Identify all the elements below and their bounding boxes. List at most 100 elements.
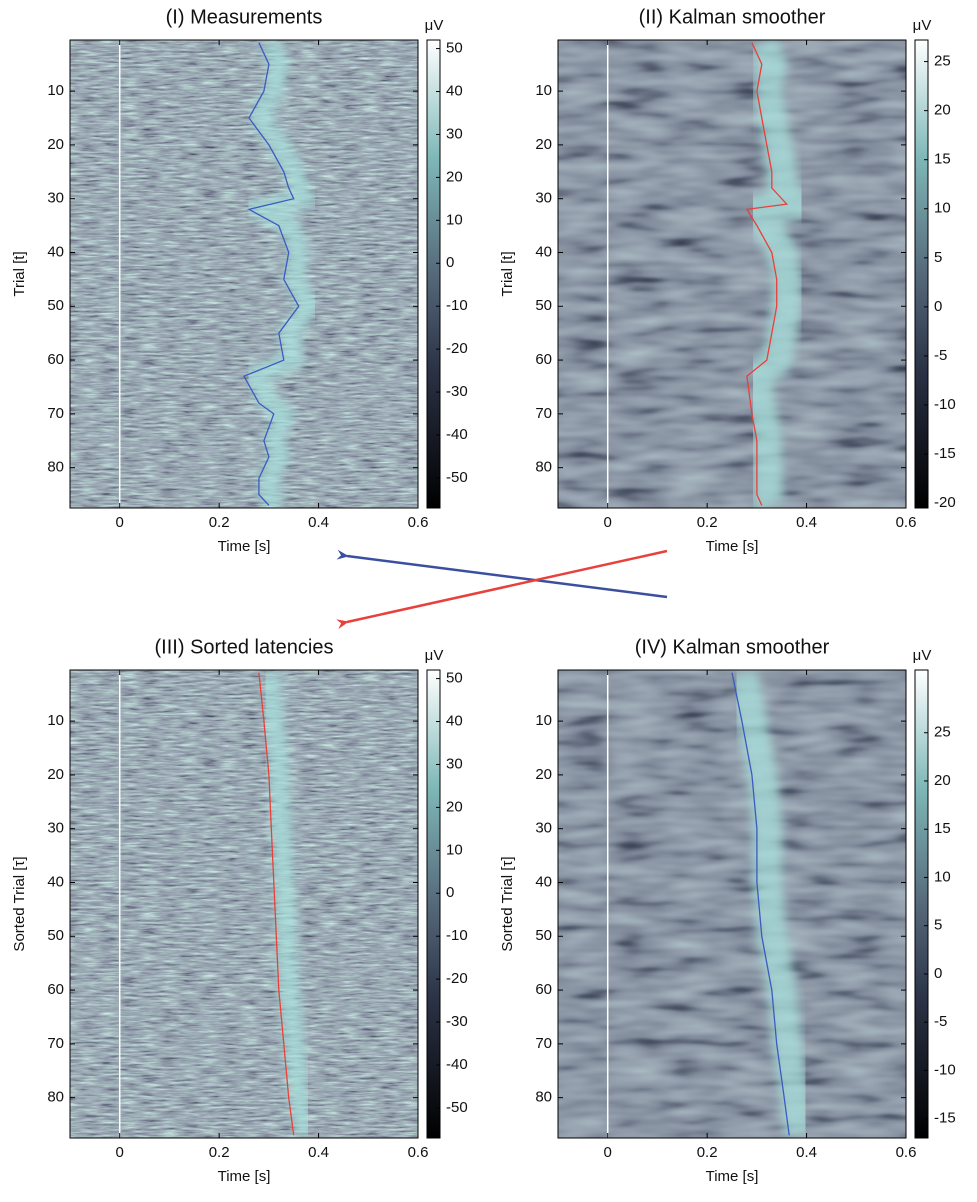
y-tick-label: 30 bbox=[535, 190, 552, 207]
colorbar-tick-label: -10 bbox=[934, 1061, 956, 1078]
chart-title: (II) Kalman smoother bbox=[639, 6, 826, 28]
y-axis-label: Sorted Trial [τ] bbox=[499, 856, 516, 951]
colorbar-tick-label: -20 bbox=[934, 494, 956, 511]
chart-title: (IV) Kalman smoother bbox=[635, 636, 830, 658]
colorbar-tick-label: 10 bbox=[446, 841, 463, 858]
x-tick-label: 0.6 bbox=[896, 1144, 917, 1161]
heatmap-texture bbox=[70, 670, 418, 1138]
y-tick-label: 20 bbox=[47, 766, 64, 783]
colorbar-tick-label: 10 bbox=[934, 200, 951, 217]
colorbar-tick-label: 40 bbox=[446, 712, 463, 729]
y-tick-label: 80 bbox=[535, 1089, 552, 1106]
y-tick-label: 60 bbox=[47, 981, 64, 998]
y-tick-label: 20 bbox=[535, 766, 552, 783]
x-tick-label: 0.4 bbox=[308, 514, 329, 531]
colorbar-tick-label: 50 bbox=[446, 670, 463, 687]
panel: 0 0.2 0.4 0.6 10 20 30 40 50 60 70 80 (I) Measuremen… bbox=[11, 6, 468, 555]
y-axis-label: Sorted Trial [τ] bbox=[11, 856, 28, 951]
colorbar-tick-label: 30 bbox=[446, 755, 463, 772]
x-tick-label: 0 bbox=[604, 514, 612, 531]
x-tick-label: 0 bbox=[116, 514, 124, 531]
plot-frame bbox=[557, 39, 907, 509]
colorbar-tick-label: -30 bbox=[446, 383, 468, 400]
colorbar-tick-label: 20 bbox=[446, 168, 463, 185]
x-tick-label: 0.4 bbox=[796, 514, 817, 531]
y-tick-label: 10 bbox=[535, 82, 552, 99]
x-axis-label: Time [s] bbox=[218, 538, 271, 555]
plot-area bbox=[558, 40, 906, 508]
x-tick-label: 0 bbox=[604, 1144, 612, 1161]
colorbar-tick-label: 20 bbox=[446, 798, 463, 815]
y-tick-label: 70 bbox=[47, 1035, 64, 1052]
colorbar-tick-label: 0 bbox=[934, 965, 942, 982]
y-tick-label: 70 bbox=[535, 405, 552, 422]
colorbar-tick-label: -5 bbox=[934, 347, 947, 364]
y-tick-label: 80 bbox=[535, 459, 552, 476]
heatmap-texture bbox=[70, 40, 418, 508]
y-tick-label: 40 bbox=[535, 873, 552, 890]
colorbar-tick-label: 20 bbox=[934, 102, 951, 119]
chart-title: (III) Sorted latencies bbox=[155, 636, 334, 658]
colorbar-tick-label: -30 bbox=[446, 1013, 468, 1030]
arrows bbox=[336, 549, 668, 630]
colorbar-tick-label: -20 bbox=[446, 340, 468, 357]
heatmap-texture bbox=[558, 670, 906, 1138]
plot-area bbox=[70, 670, 418, 1138]
colorbar-tick-label: -50 bbox=[446, 1099, 468, 1116]
latency-line bbox=[258, 672, 295, 1136]
y-tick-label: 30 bbox=[47, 820, 64, 837]
y-tick-label: 40 bbox=[47, 243, 64, 260]
response-band bbox=[727, 670, 815, 1138]
latency-line bbox=[745, 42, 789, 506]
colorbar-tick-label: -15 bbox=[934, 445, 956, 462]
response-band bbox=[732, 40, 828, 508]
colorbar-tick-label: 5 bbox=[934, 917, 942, 934]
plot-area bbox=[558, 670, 906, 1138]
plot-frame bbox=[69, 39, 419, 509]
y-axis-label: Trial [t] bbox=[11, 251, 28, 296]
response-band bbox=[259, 671, 315, 1137]
y-tick-label: 70 bbox=[535, 1035, 552, 1052]
colorbar-tick-label: 50 bbox=[446, 40, 463, 57]
y-tick-label: 30 bbox=[535, 820, 552, 837]
y-tick-label: 20 bbox=[535, 136, 552, 153]
colorbar-tick-label: 30 bbox=[446, 125, 463, 142]
latency-line bbox=[243, 42, 300, 506]
colorbar-label: μV bbox=[425, 647, 444, 664]
colorbar-label: μV bbox=[913, 17, 932, 34]
y-tick-label: 50 bbox=[47, 927, 64, 944]
colorbar-tick-label: -50 bbox=[446, 469, 468, 486]
colorbar-tick-label: -15 bbox=[934, 1110, 956, 1127]
x-tick-label: 0.2 bbox=[209, 1144, 230, 1161]
x-tick-label: 0.2 bbox=[209, 514, 230, 531]
x-tick-label: 0.6 bbox=[408, 1144, 429, 1161]
response-band bbox=[231, 40, 321, 508]
heatmap-texture bbox=[558, 40, 906, 508]
y-tick-label: 20 bbox=[47, 136, 64, 153]
colorbar-label: μV bbox=[425, 17, 444, 34]
plot-frame bbox=[69, 669, 419, 1139]
y-tick-label: 10 bbox=[47, 82, 64, 99]
colorbar-tick-label: 25 bbox=[934, 724, 951, 741]
colorbar-tick-label: -40 bbox=[446, 1056, 468, 1073]
y-tick-label: 50 bbox=[47, 297, 64, 314]
colorbar-tick-label: 15 bbox=[934, 820, 951, 837]
colorbar-tick-label: -40 bbox=[446, 426, 468, 443]
y-tick-label: 60 bbox=[535, 981, 552, 998]
y-tick-label: 50 bbox=[535, 927, 552, 944]
colorbar-tick-label: 15 bbox=[934, 151, 951, 168]
x-tick-label: 0.6 bbox=[896, 514, 917, 531]
colorbar-tick-label: 5 bbox=[934, 249, 942, 266]
plot-frame bbox=[557, 669, 907, 1139]
x-tick-label: 0.2 bbox=[697, 514, 718, 531]
colorbar-tick-label: 10 bbox=[446, 211, 463, 228]
plot-area bbox=[70, 40, 418, 508]
x-tick-label: 0.4 bbox=[308, 1144, 329, 1161]
y-tick-label: 80 bbox=[47, 1089, 64, 1106]
panel: 0 0.2 0.4 0.6 10 20 30 40 50 60 70 80 (III) Sorted l… bbox=[11, 636, 468, 1185]
colorbar-tick-label: 0 bbox=[446, 254, 454, 271]
colorbar-tick-label: 0 bbox=[934, 298, 942, 315]
